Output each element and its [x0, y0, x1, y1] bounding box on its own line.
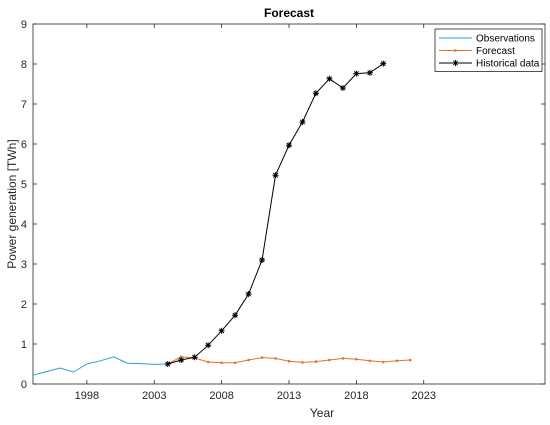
- data-point: [205, 342, 212, 349]
- series-observations: [32, 356, 168, 376]
- series-layer: [32, 60, 412, 376]
- data-point: [452, 60, 459, 66]
- axes-layer: 1998 2003 2008 2013 2018 2023 0 1 2 3 4 5 6 7 8 9: [21, 19, 545, 402]
- data-point: [341, 357, 345, 360]
- data-point: [164, 361, 171, 367]
- chart-title: Forecast: [264, 6, 314, 20]
- data-point: [260, 356, 264, 359]
- x-tick-label: 1998: [75, 390, 99, 402]
- data-point: [395, 359, 399, 363]
- data-point: [355, 357, 358, 361]
- x-tick-label: 2008: [209, 390, 233, 402]
- data-point: [245, 291, 252, 297]
- x-axis-label: Year: [310, 406, 334, 420]
- y-tick-label: 4: [21, 219, 27, 231]
- x-tick-label: 2003: [142, 390, 166, 402]
- data-point: [206, 360, 210, 364]
- y-tick-label: 2: [21, 299, 27, 311]
- data-point: [366, 69, 373, 76]
- data-point: [287, 359, 291, 363]
- data-point: [408, 358, 412, 362]
- legend-item: Observations: [439, 34, 535, 45]
- data-point: [272, 172, 279, 179]
- data-point: [286, 142, 292, 149]
- legend-item: Historical data: [439, 59, 540, 70]
- legend-label: Observations: [476, 34, 535, 45]
- y-tick-label: 1: [21, 339, 27, 351]
- data-point: [259, 257, 266, 263]
- legend-label: Historical data: [476, 59, 540, 70]
- data-point: [328, 358, 331, 362]
- data-point: [233, 361, 237, 365]
- data-point: [314, 360, 318, 363]
- y-axis-label: Power generation [TWh]: [5, 139, 19, 268]
- y-tick-label: 7: [21, 99, 27, 111]
- y-tick-label: 0: [21, 379, 27, 391]
- legend-item: Forecast: [439, 46, 515, 57]
- data-point: [191, 354, 198, 361]
- data-point: [220, 361, 223, 365]
- data-point: [299, 119, 306, 125]
- x-tick-label: 2018: [344, 390, 368, 402]
- data-point: [218, 327, 225, 334]
- series-forecast: [166, 355, 412, 366]
- data-point: [178, 357, 185, 363]
- y-tick-label: 9: [21, 19, 27, 31]
- data-point: [353, 70, 360, 77]
- data-point: [179, 355, 183, 359]
- series-line-observations: [32, 356, 168, 376]
- data-point: [382, 360, 385, 364]
- data-point: [274, 357, 277, 360]
- y-tick-label: 6: [21, 139, 27, 151]
- data-point: [326, 75, 333, 82]
- data-point: [380, 60, 387, 67]
- y-tick-label: 5: [21, 179, 27, 191]
- data-point: [454, 49, 457, 52]
- data-point: [368, 359, 372, 363]
- x-tick-label: 2023: [411, 390, 435, 402]
- series-historical-data: [164, 60, 387, 367]
- data-point: [301, 361, 304, 364]
- x-tick-label: 2013: [277, 390, 301, 402]
- y-tick-label: 8: [21, 59, 27, 71]
- data-point: [339, 85, 346, 91]
- data-point: [247, 358, 250, 362]
- legend-label: Forecast: [476, 46, 515, 57]
- y-tick-label: 3: [21, 259, 27, 271]
- data-point: [232, 312, 239, 319]
- data-point: [312, 90, 319, 97]
- plot-area: [32, 23, 546, 385]
